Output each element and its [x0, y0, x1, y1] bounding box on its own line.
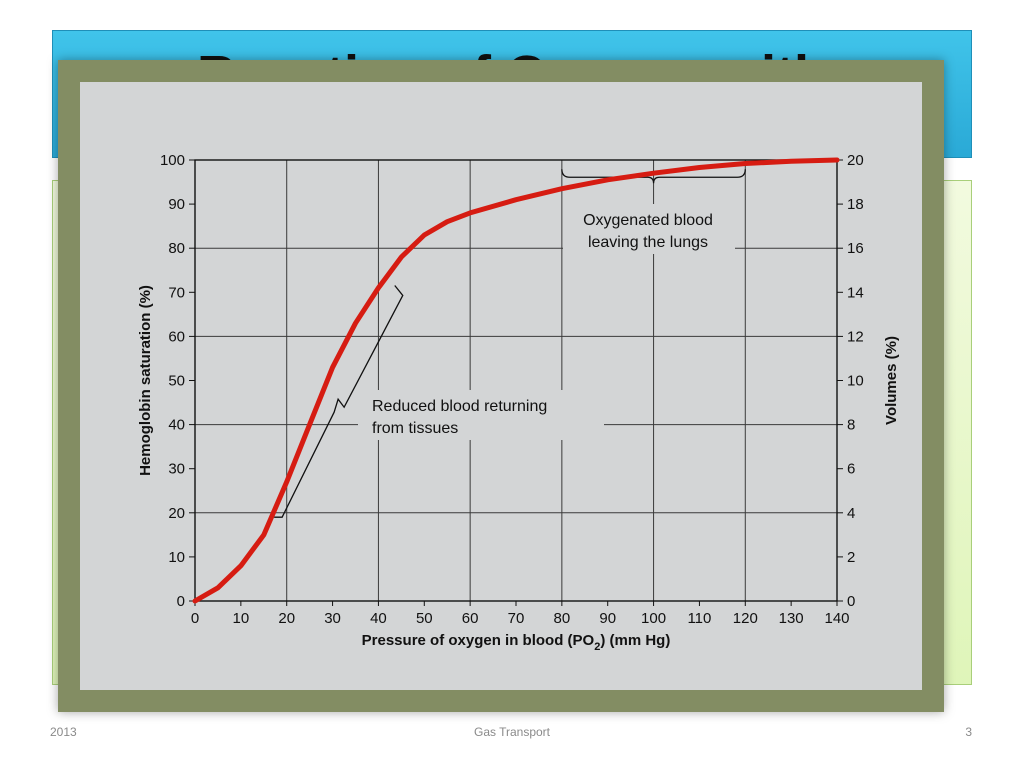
oxygenated-blood-label-line1: Oxygenated blood	[583, 212, 713, 229]
oxygenated-blood-bracket	[561, 169, 746, 184]
footer-page-number: 3	[965, 725, 972, 739]
reduced-blood-bracket	[274, 285, 404, 518]
y-tick-label: 20	[168, 505, 185, 522]
x-tick-label: 80	[554, 610, 571, 627]
reduced-blood-label-line1: Reduced blood returning	[372, 398, 547, 415]
x-tick-label: 120	[733, 610, 758, 627]
oxygenated-blood-label-bg	[563, 204, 735, 254]
y-right-tick-label: 16	[847, 240, 864, 257]
x-tick-label: 50	[416, 610, 433, 627]
x-tick-label: 20	[278, 610, 295, 627]
y-tick-label: 0	[177, 593, 185, 610]
plot-area	[195, 160, 837, 601]
reduced-blood-label-line2: from tissues	[372, 420, 458, 437]
oxygenated-blood-label-line2: leaving the lungs	[588, 234, 708, 251]
y-right-tick-label: 20	[847, 152, 864, 169]
reduced-blood-label-bg	[358, 390, 604, 440]
y-axis-label: Hemoglobin saturation (%)	[137, 285, 154, 476]
footer-title: Gas Transport	[473, 725, 551, 739]
y-tick-label: 40	[168, 417, 185, 434]
y-tick-label: 10	[168, 549, 185, 566]
y-tick-label: 30	[168, 461, 185, 478]
saturation-curve	[192, 157, 840, 604]
y-right-tick-label: 4	[847, 505, 855, 522]
y-right-tick-label: 12	[847, 328, 864, 345]
y-tick-label: 90	[168, 196, 185, 213]
x-tick-label: 90	[599, 610, 616, 627]
y-right-tick-label: 8	[847, 417, 855, 434]
y-right-tick-label: 0	[847, 593, 855, 610]
y-tick-label: 50	[168, 373, 185, 390]
x-axis-label-main: Pressure of oxygen in blood (PO	[362, 632, 595, 649]
y-tick-label: 100	[160, 152, 185, 169]
footer-date: 2013	[50, 725, 77, 739]
y-axis-right-label: Volumes (%)	[883, 336, 900, 425]
x-tick-label: 30	[324, 610, 341, 627]
x-axis-label: Pressure of oxygen in blood (PO2) (mm Hg…	[362, 632, 671, 653]
x-tick-label: 130	[779, 610, 804, 627]
x-tick-label: 10	[233, 610, 250, 627]
x-tick-label: 40	[370, 610, 387, 627]
chart-frame: 0 10 20 30 40 50 60 70 80 90 100 110 120 130 140 0 10 20 3…	[58, 60, 944, 712]
y-right-tick-label: 6	[847, 461, 855, 478]
x-axis-label-subscript: 2	[594, 641, 600, 653]
x-tick-label: 60	[462, 610, 479, 627]
y-right-tick-label: 18	[847, 196, 864, 213]
x-tick-label: 100	[641, 610, 666, 627]
y-right-tick-label: 2	[847, 549, 855, 566]
y-right-tick-label: 14	[847, 284, 864, 301]
x-axis-label-tail: ) (mm Hg)	[600, 632, 670, 649]
x-tick-label: 0	[191, 610, 199, 627]
x-tick-label: 70	[508, 610, 525, 627]
x-tick-label: 110	[687, 610, 711, 627]
y-tick-label: 70	[168, 284, 185, 301]
x-tick-label: 140	[824, 610, 849, 627]
chart-panel: 0 10 20 30 40 50 60 70 80 90 100 110 120 130 140 0 10 20 3…	[80, 82, 922, 690]
plot-frame	[194, 159, 838, 602]
y-tick-label: 60	[168, 328, 185, 345]
y-right-tick-label: 10	[847, 373, 864, 390]
oxygen-dissociation-chart: 0 10 20 30 40 50 60 70 80 90 100 110 120 130 140010203…	[137, 152, 900, 653]
y-tick-label: 80	[168, 240, 185, 257]
